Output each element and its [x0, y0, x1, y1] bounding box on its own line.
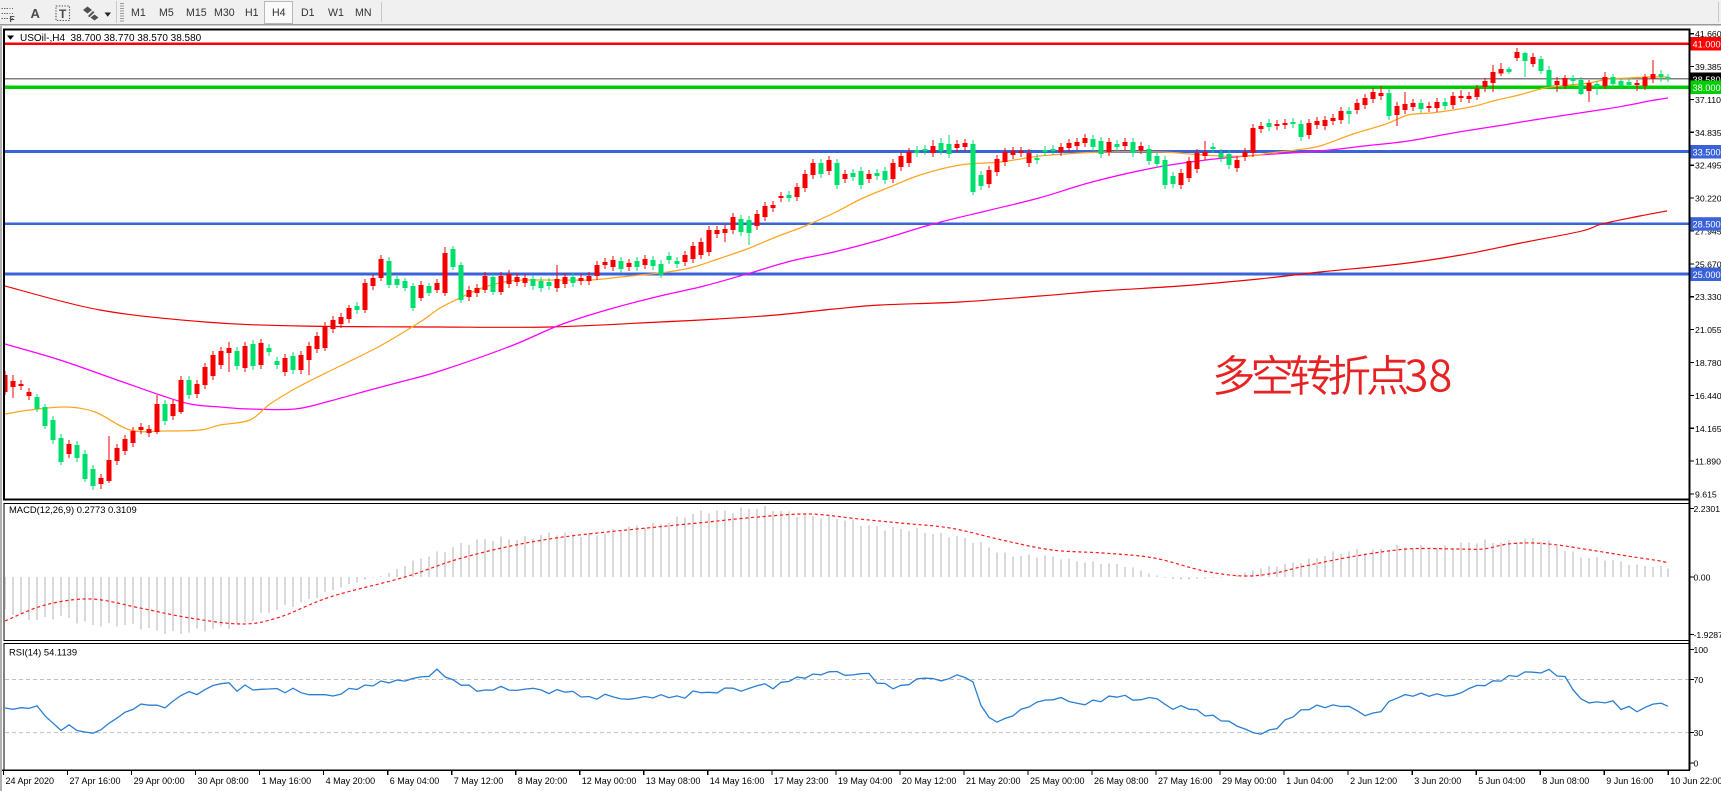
svg-text:20 May 12:00: 20 May 12:00 — [902, 776, 957, 786]
svg-text:M15: M15 — [186, 7, 207, 19]
svg-text:1 May 16:00: 1 May 16:00 — [262, 776, 312, 786]
svg-text:29 May 00:00: 29 May 00:00 — [1222, 776, 1277, 786]
svg-text:30.220: 30.220 — [1695, 194, 1721, 204]
svg-text:5 Jun 04:00: 5 Jun 04:00 — [1478, 776, 1525, 786]
svg-text:H1: H1 — [245, 7, 259, 19]
svg-text:41.000: 41.000 — [1693, 39, 1721, 49]
svg-text:30 Apr 08:00: 30 Apr 08:00 — [198, 776, 249, 786]
svg-text:4 May 20:00: 4 May 20:00 — [326, 776, 376, 786]
svg-text:M30: M30 — [214, 7, 235, 19]
svg-text:RSI(14) 54.1139: RSI(14) 54.1139 — [9, 647, 77, 658]
svg-text:1 Jun 04:00: 1 Jun 04:00 — [1286, 776, 1333, 786]
svg-text:29 Apr 00:00: 29 Apr 00:00 — [134, 776, 185, 786]
svg-text:21 May 20:00: 21 May 20:00 — [966, 776, 1021, 786]
svg-text:9 Jun 16:00: 9 Jun 16:00 — [1606, 776, 1653, 786]
svg-text:MACD(12,26,9) 0.2773 0.3109: MACD(12,26,9) 0.2773 0.3109 — [9, 504, 137, 515]
svg-text:8 May 20:00: 8 May 20:00 — [518, 776, 568, 786]
svg-text:25.670: 25.670 — [1695, 259, 1721, 269]
svg-text:27 May 16:00: 27 May 16:00 — [1158, 776, 1213, 786]
svg-text:16.440: 16.440 — [1695, 391, 1721, 401]
svg-text:25.000: 25.000 — [1693, 270, 1721, 280]
svg-text:70: 70 — [1694, 675, 1704, 685]
svg-text:2.2301: 2.2301 — [1694, 504, 1721, 514]
svg-text:28.500: 28.500 — [1693, 220, 1721, 230]
svg-text:M1: M1 — [131, 7, 146, 19]
svg-text:41.660: 41.660 — [1695, 29, 1721, 39]
svg-text:13 May 08:00: 13 May 08:00 — [646, 776, 701, 786]
svg-text:10 Jun 22:00: 10 Jun 22:00 — [1670, 776, 1721, 786]
svg-text:19 May 04:00: 19 May 04:00 — [838, 776, 893, 786]
svg-text:26 May 08:00: 26 May 08:00 — [1094, 776, 1149, 786]
svg-text:11.890: 11.890 — [1695, 457, 1721, 467]
svg-text:25 May 00:00: 25 May 00:00 — [1030, 776, 1085, 786]
svg-text:T: T — [59, 7, 67, 21]
svg-text:F: F — [10, 14, 15, 24]
svg-text:100: 100 — [1694, 645, 1709, 655]
svg-text:33.500: 33.500 — [1693, 147, 1721, 157]
svg-text:USOil-,H4 38.700 38.770 38.57: USOil-,H4 38.700 38.770 38.570 38.580 — [20, 33, 202, 44]
svg-text:34.835: 34.835 — [1695, 128, 1721, 138]
svg-text:24 Apr 2020: 24 Apr 2020 — [6, 776, 55, 786]
svg-text:M5: M5 — [159, 7, 174, 19]
svg-text:3 Jun 20:00: 3 Jun 20:00 — [1414, 776, 1461, 786]
svg-text:0.00: 0.00 — [1694, 573, 1711, 583]
svg-text:14 May 16:00: 14 May 16:00 — [710, 776, 765, 786]
svg-text:18.780: 18.780 — [1695, 358, 1721, 368]
svg-text:27.945: 27.945 — [1695, 227, 1721, 237]
svg-text:7 May 12:00: 7 May 12:00 — [454, 776, 504, 786]
svg-text:H4: H4 — [272, 7, 286, 19]
svg-text:38.000: 38.000 — [1693, 83, 1721, 93]
svg-text:12 May 00:00: 12 May 00:00 — [582, 776, 637, 786]
svg-text:W1: W1 — [328, 7, 344, 19]
svg-text:9.615: 9.615 — [1695, 490, 1717, 500]
svg-text:38.580: 38.580 — [1693, 75, 1721, 85]
svg-text:14.165: 14.165 — [1695, 424, 1721, 434]
svg-text:MN: MN — [355, 7, 371, 19]
svg-text:27 Apr 16:00: 27 Apr 16:00 — [70, 776, 121, 786]
svg-text:17 May 23:00: 17 May 23:00 — [774, 776, 829, 786]
svg-text:37.110: 37.110 — [1695, 95, 1721, 105]
svg-text:32.495: 32.495 — [1695, 161, 1721, 171]
svg-text:-1.9287: -1.9287 — [1694, 630, 1721, 640]
svg-text:A: A — [31, 6, 41, 21]
svg-text:D1: D1 — [301, 7, 315, 19]
svg-text:0: 0 — [1694, 759, 1699, 769]
svg-text:6 May 04:00: 6 May 04:00 — [390, 776, 440, 786]
svg-text:8 Jun 08:00: 8 Jun 08:00 — [1542, 776, 1589, 786]
svg-text:39.385: 39.385 — [1695, 62, 1721, 72]
svg-text:2 Jun 12:00: 2 Jun 12:00 — [1350, 776, 1397, 786]
svg-text:30: 30 — [1694, 728, 1704, 738]
svg-text:21.055: 21.055 — [1695, 325, 1721, 335]
svg-text:23.330: 23.330 — [1695, 292, 1721, 302]
